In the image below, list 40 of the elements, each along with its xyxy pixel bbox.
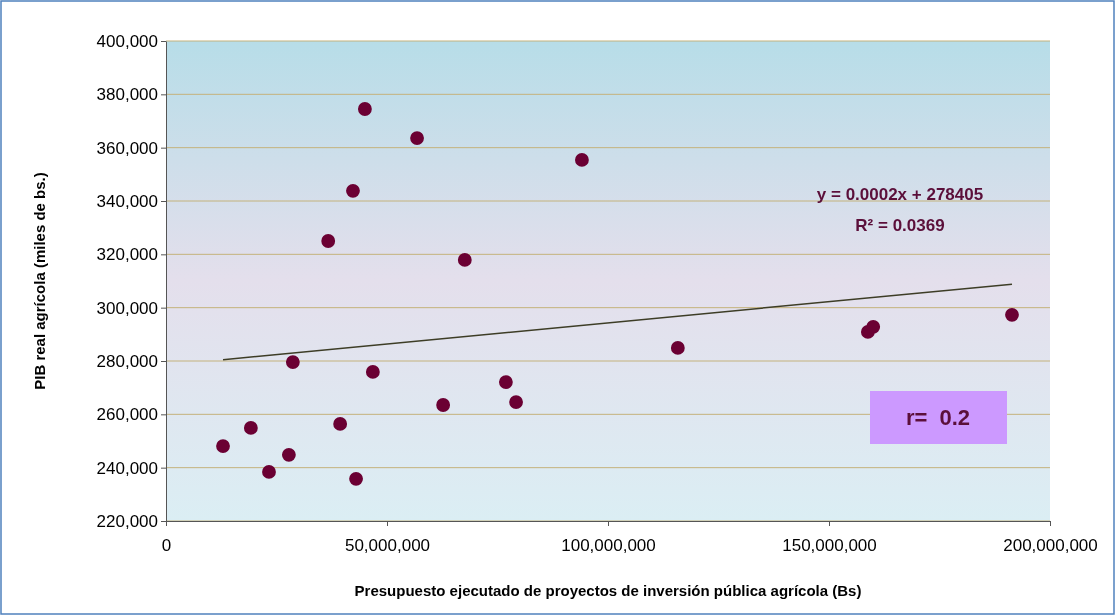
y-tick-label: 300,000 (96, 298, 158, 318)
annotation: R² = 0.0369 (855, 216, 945, 235)
x-tick-label: 150,000,000 (782, 536, 877, 556)
point (1005, 307, 1019, 322)
point (285, 355, 300, 369)
point (357, 102, 372, 116)
x-tick-label: 200,000,000 (1003, 536, 1098, 556)
annotation: r= 0.2 (905, 405, 971, 430)
point (349, 471, 363, 486)
point (262, 465, 276, 479)
point (365, 365, 380, 379)
x-tick-label: 0 (161, 536, 172, 556)
annotation: y = 0.0002x + 278405 (816, 185, 984, 204)
point (498, 375, 513, 389)
point (436, 398, 451, 412)
point (410, 131, 424, 145)
y-tick-label: 340,000 (96, 191, 158, 211)
y-tick-label: 260,000 (96, 405, 158, 425)
y-tick-label: 320,000 (96, 245, 158, 265)
y-tick-label: 360,000 (96, 138, 158, 158)
point (346, 183, 360, 198)
point (321, 234, 336, 248)
point (457, 253, 472, 267)
y-tick-label: 400,000 (96, 31, 158, 51)
point (670, 341, 685, 355)
point (243, 421, 258, 435)
y-tick-label: 280,000 (96, 351, 158, 371)
y-axis-title: PIB real agrícola (miles de bs.) (31, 172, 48, 390)
y-tick-label: 380,000 (96, 85, 158, 105)
point (509, 395, 523, 409)
point (575, 153, 589, 167)
x-axis-title: Presupuesto ejecutado de proyectos de inversión pública agrícola (Bs) (354, 582, 862, 599)
y-tick-label: 240,000 (96, 458, 158, 478)
point (281, 447, 296, 462)
point (216, 439, 230, 453)
y-tick-label: 220,000 (96, 511, 158, 531)
x-tick-label: 100,000,000 (561, 536, 656, 556)
point (866, 319, 881, 334)
x-tick-label: 50,000,000 (344, 536, 431, 556)
point (333, 417, 348, 431)
